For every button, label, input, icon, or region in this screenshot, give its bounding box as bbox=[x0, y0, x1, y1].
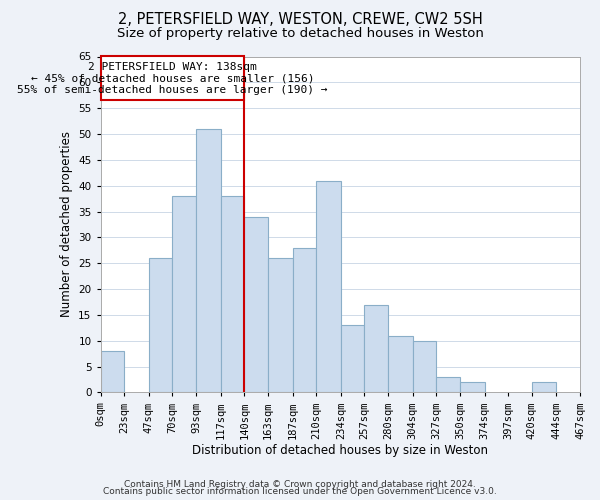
Bar bbox=[460, 382, 485, 392]
Bar bbox=[316, 180, 341, 392]
Bar bbox=[341, 325, 364, 392]
X-axis label: Distribution of detached houses by size in Weston: Distribution of detached houses by size … bbox=[192, 444, 488, 458]
Bar bbox=[364, 304, 388, 392]
Text: 2, PETERSFIELD WAY, WESTON, CREWE, CW2 5SH: 2, PETERSFIELD WAY, WESTON, CREWE, CW2 5… bbox=[118, 12, 482, 28]
Bar bbox=[413, 340, 436, 392]
Bar bbox=[149, 258, 172, 392]
Text: Contains HM Land Registry data © Crown copyright and database right 2024.: Contains HM Land Registry data © Crown c… bbox=[124, 480, 476, 489]
Y-axis label: Number of detached properties: Number of detached properties bbox=[60, 132, 73, 318]
Text: 2 PETERSFIELD WAY: 138sqm: 2 PETERSFIELD WAY: 138sqm bbox=[88, 62, 257, 72]
Text: Size of property relative to detached houses in Weston: Size of property relative to detached ho… bbox=[116, 28, 484, 40]
Bar bbox=[293, 248, 316, 392]
Text: Contains public sector information licensed under the Open Government Licence v3: Contains public sector information licen… bbox=[103, 488, 497, 496]
Text: ← 45% of detached houses are smaller (156): ← 45% of detached houses are smaller (15… bbox=[31, 74, 314, 84]
Text: 55% of semi-detached houses are larger (190) →: 55% of semi-detached houses are larger (… bbox=[17, 85, 328, 95]
Bar bbox=[532, 382, 556, 392]
Bar bbox=[196, 129, 221, 392]
Bar bbox=[101, 351, 124, 393]
Bar bbox=[388, 336, 413, 392]
Bar bbox=[101, 56, 244, 100]
Bar bbox=[268, 258, 293, 392]
Bar bbox=[172, 196, 196, 392]
Bar bbox=[221, 196, 244, 392]
Bar bbox=[436, 377, 460, 392]
Bar bbox=[244, 216, 268, 392]
